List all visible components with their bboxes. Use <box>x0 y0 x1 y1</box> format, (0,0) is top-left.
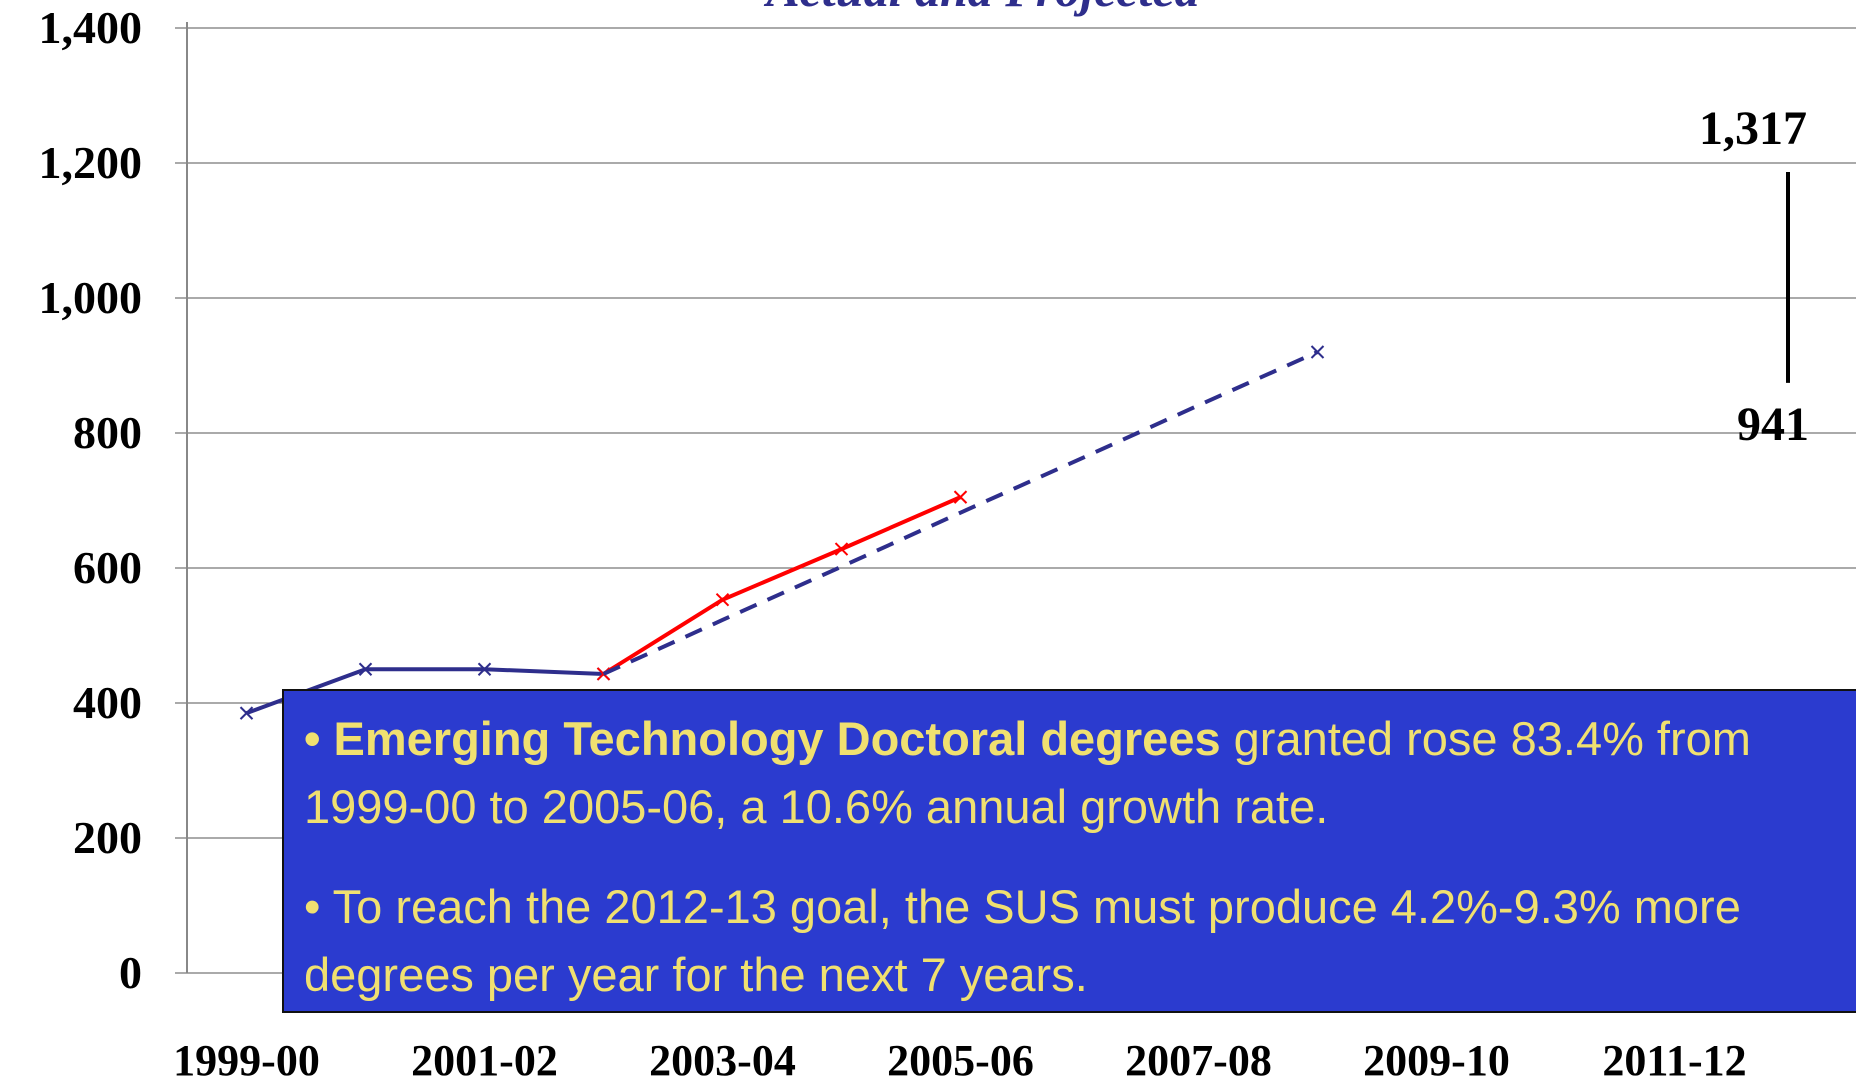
point-marker <box>477 662 492 676</box>
x-tick-label: 2001-02 <box>411 1036 558 1085</box>
y-tick-label: 200 <box>73 812 142 863</box>
y-tick-label: 400 <box>73 677 142 728</box>
chart-title: Actual and Projected <box>763 0 1200 17</box>
callout-bullet-2: • To reach the 2012-13 goal, the SUS mus… <box>304 880 1741 1001</box>
callout-bullet-1: • Emerging Technology Doctoral degrees g… <box>304 705 1856 841</box>
point-marker <box>1310 345 1325 359</box>
point-marker <box>239 706 254 720</box>
goal-low-label: 941 <box>1737 398 1809 451</box>
y-tick-label: 1,200 <box>39 137 143 188</box>
point-marker <box>358 662 373 676</box>
callout-bold: • Emerging Technology Doctoral degrees <box>304 712 1221 765</box>
y-tick-label: 1,000 <box>39 272 143 323</box>
callout-text: granted rose 83.4% from 1999-00 to 2005-… <box>304 712 1751 833</box>
x-tick-label: 2011-12 <box>1602 1036 1746 1085</box>
series-line <box>602 495 962 676</box>
x-tick-label: 2007-08 <box>1125 1036 1272 1085</box>
point-marker <box>834 542 849 556</box>
label-bg <box>1665 102 1835 155</box>
x-tick-label: 1999-00 <box>173 1036 320 1085</box>
y-tick-label: 0 <box>119 947 142 998</box>
x-tick-label: 2009-10 <box>1363 1036 1510 1085</box>
series-line <box>602 350 1319 676</box>
y-tick-label: 600 <box>73 542 142 593</box>
x-tick-label: 2003-04 <box>649 1036 796 1085</box>
callout-box: • Emerging Technology Doctoral degrees g… <box>282 689 1856 1013</box>
point-marker <box>953 490 968 504</box>
y-tick-label: 800 <box>73 407 142 458</box>
y-tick-label: 1,400 <box>39 2 143 53</box>
goal-high-label: 1,317 <box>1699 102 1807 155</box>
x-tick-label: 2005-06 <box>887 1036 1034 1085</box>
point-marker <box>715 593 730 607</box>
